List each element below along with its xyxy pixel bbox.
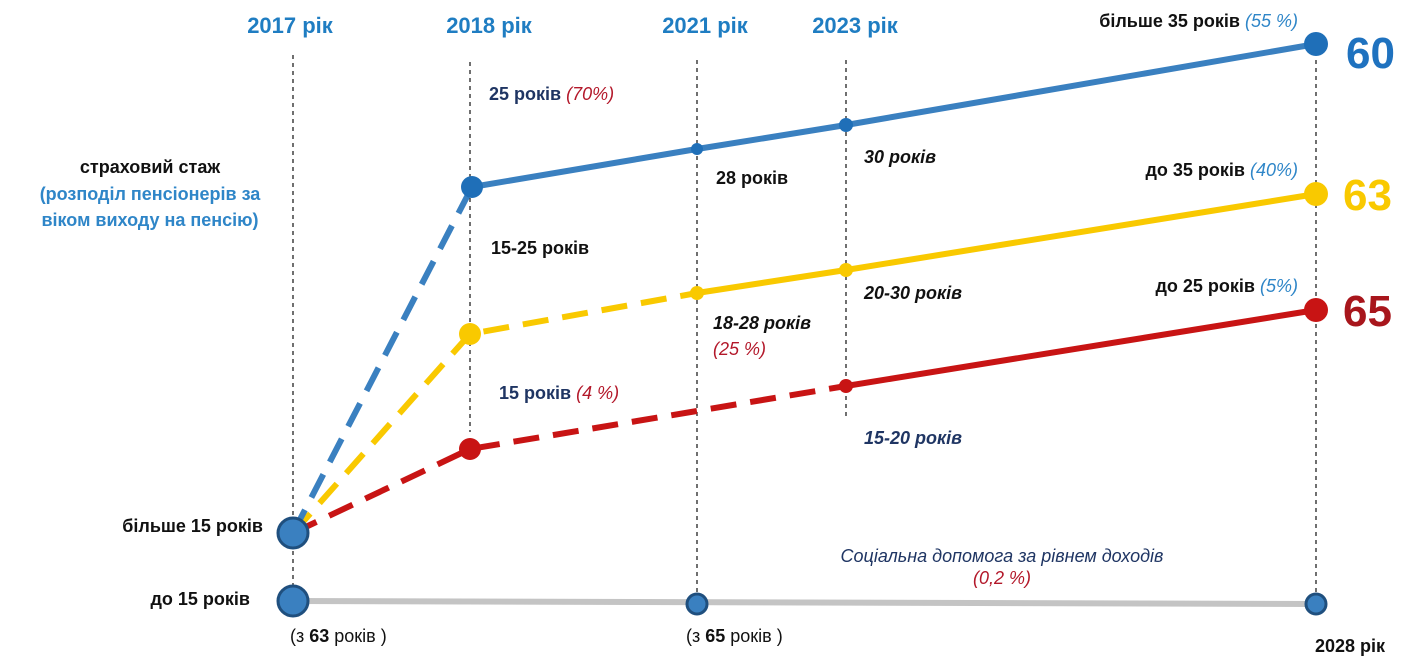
- dot: [839, 263, 853, 277]
- red-dashed: [291, 383, 847, 536]
- start-label: більше 15 років: [122, 516, 263, 536]
- group-age: 63: [1343, 171, 1392, 220]
- segment-label: 18-28 років: [713, 313, 811, 333]
- group-label: до 25 років (5%): [1155, 276, 1298, 296]
- dot: [459, 438, 481, 460]
- dot: [276, 584, 310, 618]
- group-age: 65: [1343, 287, 1392, 336]
- segment-label: 20-30 років: [863, 283, 962, 303]
- yellow-dashed: [290, 290, 698, 535]
- group-label: більше 35 років (55 %): [1099, 11, 1298, 31]
- year: 2028 рік: [1315, 636, 1386, 656]
- age-note: (з 63 років ): [290, 626, 387, 646]
- segment-label: 28 років: [716, 168, 788, 188]
- left-subtitle: (розподіл пенсіонерів за: [40, 184, 262, 204]
- segment-label: 30 років: [864, 147, 936, 167]
- group-label: до 35 років (40%): [1145, 160, 1298, 180]
- segment-label: 25 років (70%): [489, 84, 614, 104]
- year: 2017 рік: [247, 13, 334, 38]
- dot: [459, 323, 481, 345]
- year: 2023 рік: [812, 13, 899, 38]
- dot: [685, 592, 709, 616]
- blue-line: [471, 41, 1317, 190]
- social-share: (0,2 %): [973, 568, 1031, 588]
- left-subtitle: віком виходу на пенсію): [41, 210, 258, 230]
- social-label: Соціальна допомога за рівнем доходів: [841, 546, 1164, 566]
- left-title: страховий стаж: [80, 157, 220, 177]
- group-age: 60: [1346, 29, 1395, 78]
- start-label: до 15 років: [150, 589, 250, 609]
- red-line: [845, 307, 1317, 389]
- segment-label: 15-20 років: [864, 428, 962, 448]
- dot: [839, 379, 853, 393]
- dot: [691, 143, 703, 155]
- segment-label: (25 %): [713, 339, 766, 359]
- year: 2018 рік: [446, 13, 533, 38]
- blue-dashed: [290, 185, 475, 535]
- dot: [1304, 592, 1328, 616]
- dot: [1304, 32, 1328, 56]
- dot: [461, 176, 483, 198]
- dot: [276, 516, 310, 550]
- dot: [1304, 182, 1328, 206]
- age-note: (з 65 років ): [686, 626, 783, 646]
- dot: [690, 286, 704, 300]
- dot: [839, 118, 853, 132]
- year: 2021 рік: [662, 13, 749, 38]
- segment-label: 15-25 років: [491, 238, 589, 258]
- dot: [1304, 298, 1328, 322]
- segment-label: 15 років (4 %): [499, 383, 619, 403]
- social-line: [292, 598, 1317, 607]
